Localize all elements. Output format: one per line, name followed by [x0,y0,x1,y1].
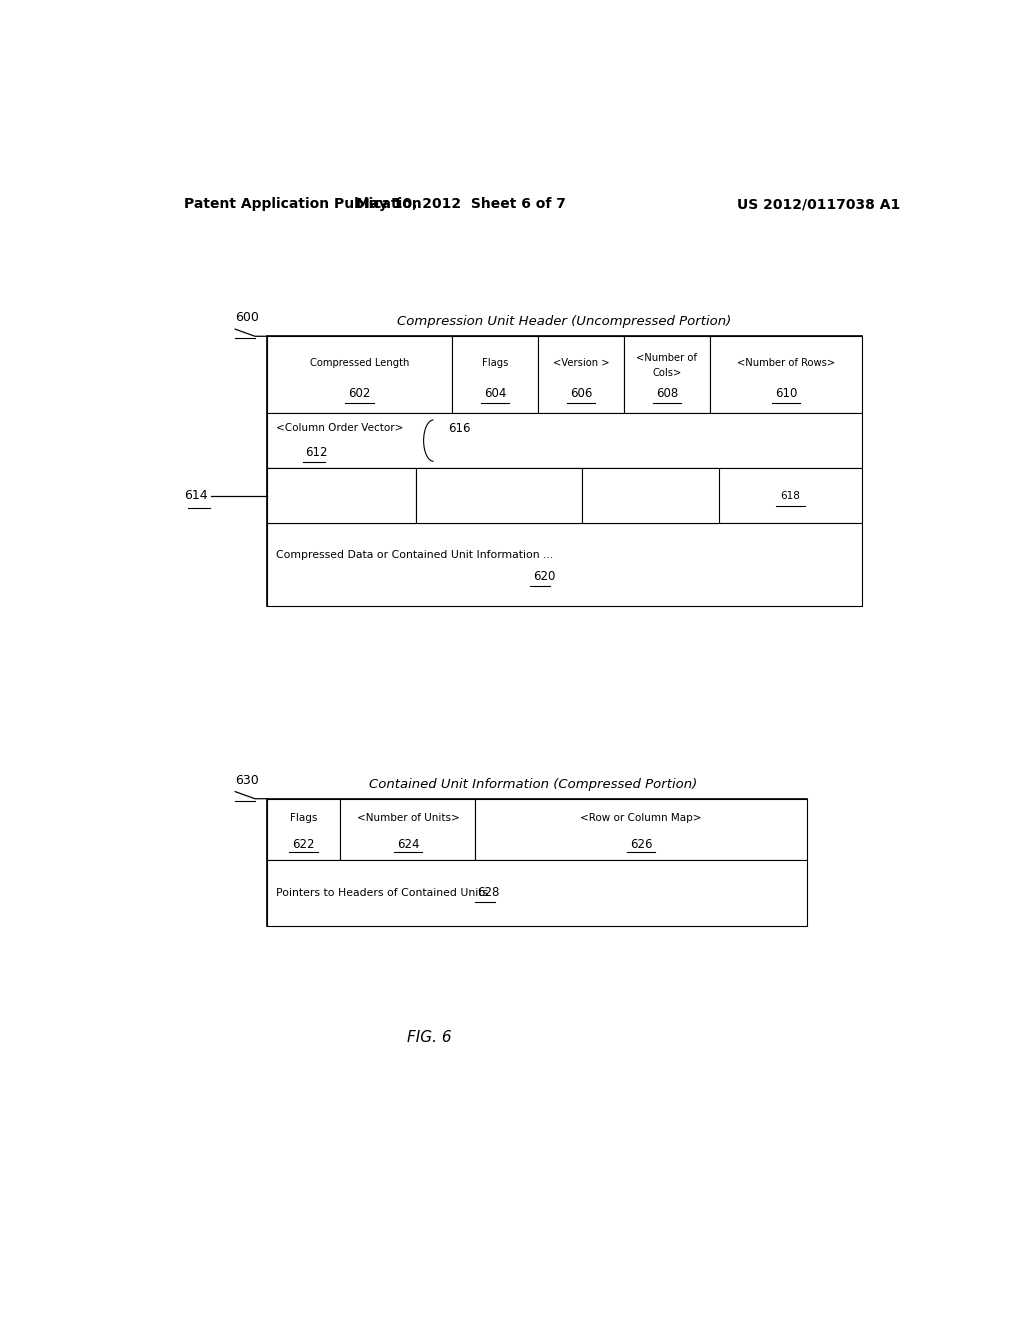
Text: 622: 622 [293,838,315,851]
Text: <Number of: <Number of [637,352,697,363]
Text: May 10, 2012  Sheet 6 of 7: May 10, 2012 Sheet 6 of 7 [356,197,566,211]
Text: 608: 608 [655,387,678,400]
Text: Compressed Length: Compressed Length [310,358,410,368]
Text: <Version >: <Version > [553,358,609,368]
Bar [452,337,538,413]
Bar [267,469,416,524]
Bar [583,469,719,524]
Text: Patent Application Publication: Patent Application Publication [183,197,421,211]
Text: Contained Unit Information (Compressed Portion): Contained Unit Information (Compressed P… [369,777,697,791]
Text: <Row or Column Map>: <Row or Column Map> [581,813,701,824]
Text: <Column Order Vector>: <Column Order Vector> [276,424,403,433]
Text: 606: 606 [569,387,592,400]
Text: <Delete Vector>: <Delete Vector> [606,491,695,500]
Text: Flags: Flags [482,358,508,368]
Text: <Number of Units>: <Number of Units> [356,813,460,824]
Text: FIG. 6: FIG. 6 [408,1030,452,1045]
Bar [624,337,710,413]
Text: Pointers to Headers of Contained Units: Pointers to Headers of Contained Units [276,888,488,898]
Text: 614: 614 [183,490,207,503]
Text: 604: 604 [484,387,506,400]
Bar [267,799,340,859]
Bar [267,413,862,469]
Text: 624: 624 [396,838,419,851]
Text: Flags: Flags [290,813,317,824]
Bar [416,469,583,524]
Text: 626: 626 [630,838,652,851]
Text: 628: 628 [477,886,500,899]
Bar [340,799,475,859]
Text: <Algorithm>: <Algorithm> [307,491,376,500]
Text: 610: 610 [775,387,798,400]
Bar [267,524,862,606]
Text: <Decompressed Length>: <Decompressed Length> [432,491,566,500]
Text: Compressed Data or Contained Unit Information ...: Compressed Data or Contained Unit Inform… [276,549,554,560]
Text: 600: 600 [236,312,259,325]
Text: US 2012/0117038 A1: US 2012/0117038 A1 [737,197,900,211]
Text: 620: 620 [532,570,555,583]
Text: Cols>: Cols> [652,368,682,378]
Bar [710,337,862,413]
Text: 616: 616 [447,422,470,436]
Bar [267,799,807,925]
Bar [267,469,862,524]
Text: 618: 618 [780,491,801,500]
Bar [267,337,862,606]
Text: 602: 602 [348,387,371,400]
Bar [267,337,452,413]
Text: 630: 630 [236,774,259,787]
Text: Compression Unit Header (Uncompressed Portion): Compression Unit Header (Uncompressed Po… [397,315,731,329]
Text: 612: 612 [305,446,328,459]
Text: <Number of Rows>: <Number of Rows> [737,358,836,368]
Bar [267,859,807,925]
Bar [475,799,807,859]
Bar [538,337,624,413]
